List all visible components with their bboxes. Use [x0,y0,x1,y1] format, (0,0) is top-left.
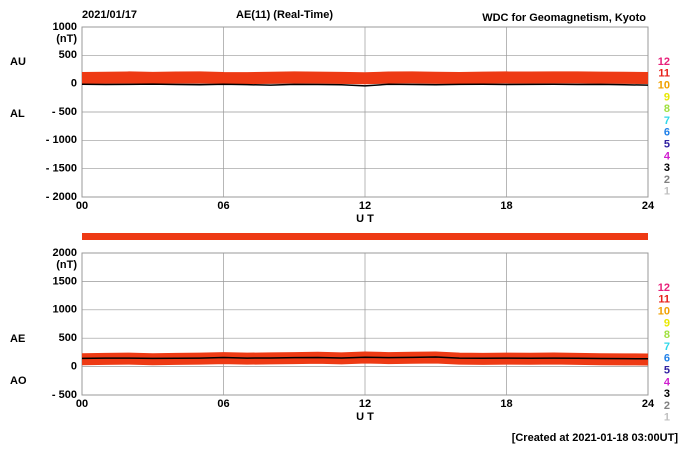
station-legend: 4 [664,376,671,388]
series-line [81,83,649,87]
series-label: AE [10,333,25,345]
station-legend: 2 [664,174,670,186]
x-axis-label: U T [356,213,374,225]
date: 2021/01/17 [82,9,137,21]
title: AE(11) (Real-Time) [236,9,333,21]
x-tick-label: 24 [642,200,655,212]
x-tick-label: 24 [642,398,655,410]
y-tick-label: 0 [71,361,77,373]
station-legend: 7 [664,115,670,127]
x-tick-label: 12 [359,200,371,212]
series-line [81,356,649,360]
station-legend: 12 [658,56,670,68]
x-tick-label: 18 [500,200,512,212]
y-tick-label: - 500 [52,389,77,401]
footer: [Created at 2021-01-18 03:00UT] [512,432,679,444]
station-legend: 10 [658,306,670,318]
series-label: AU [10,56,26,68]
station-legend: 3 [664,162,670,174]
x-tick-label: 00 [76,200,88,212]
y-tick-label: 500 [59,332,77,344]
x-tick-label: 00 [76,398,88,410]
coverage-bar [82,233,648,240]
x-axis-label: U T [356,411,374,423]
y-tick-label: 1000 [53,21,77,33]
station-legend: 8 [664,103,670,115]
station-legend: 2 [664,400,670,412]
y-tick-label: - 1500 [46,163,77,175]
y-tick-label: 1000 [53,304,77,316]
x-tick-label: 12 [359,398,371,410]
x-tick-label: 18 [500,398,512,410]
y-unit: (nT) [56,33,77,45]
source: WDC for Geomagnetism, Kyoto [482,12,646,24]
station-legend: 1 [664,186,670,198]
station-legend: 1 [664,412,670,424]
y-tick-label: - 2000 [46,191,77,203]
station-legend: 11 [658,68,670,80]
station-legend: 6 [664,353,670,365]
station-legend: 8 [664,329,670,341]
station-legend: 4 [664,150,671,162]
station-legend: 7 [664,341,670,353]
y-unit: (nT) [56,259,77,271]
y-tick-label: - 500 [52,106,77,118]
x-tick-label: 06 [217,200,229,212]
station-legend: 12 [658,282,670,294]
y-tick-label: 1500 [53,275,77,287]
series-line [81,71,649,85]
station-legend: 5 [664,139,670,151]
station-legend: 9 [664,317,670,329]
series-label: AO [10,375,27,387]
station-legend: 3 [664,388,670,400]
station-legend: 11 [658,294,670,306]
y-tick-label: 0 [71,78,77,90]
station-legend: 5 [664,365,670,377]
y-tick-label: 2000 [53,247,77,259]
series-label: AL [10,108,25,120]
station-legend: 6 [664,127,670,139]
station-legend: 10 [658,80,670,92]
y-tick-label: 500 [59,49,77,61]
station-legend: 9 [664,91,670,103]
y-tick-label: - 1000 [46,134,77,146]
x-tick-label: 06 [217,398,229,410]
